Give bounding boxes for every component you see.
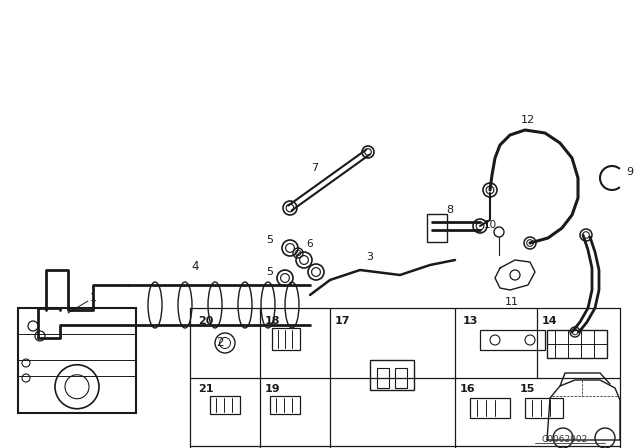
Text: 4: 4 [191, 260, 199, 273]
Bar [395, 368, 407, 388]
Bar [427, 214, 447, 242]
Text: 20: 20 [198, 316, 213, 326]
Text: 21: 21 [198, 384, 214, 394]
Text: 12: 12 [521, 115, 535, 125]
Bar [370, 360, 414, 390]
Text: 15: 15 [520, 384, 536, 394]
Text: 18: 18 [265, 316, 280, 326]
Text: 13: 13 [463, 316, 478, 326]
Text: 1: 1 [90, 293, 97, 303]
Bar [480, 330, 545, 350]
Bar [525, 398, 563, 418]
Bar [270, 396, 300, 414]
Text: 10: 10 [483, 220, 497, 230]
Text: 19: 19 [265, 384, 280, 394]
Text: 9: 9 [627, 167, 634, 177]
Text: C0062902: C0062902 [542, 435, 588, 444]
Bar [272, 328, 300, 350]
Text: 8: 8 [447, 205, 454, 215]
Bar [210, 396, 240, 414]
Text: 2: 2 [216, 336, 224, 349]
Bar [547, 330, 607, 358]
Text: 6: 6 [307, 239, 314, 249]
Text: 5: 5 [266, 267, 273, 277]
Bar [18, 308, 136, 413]
Text: 7: 7 [312, 163, 319, 173]
Text: 17: 17 [335, 316, 351, 326]
Bar [377, 368, 389, 388]
Text: 5: 5 [266, 235, 273, 245]
Bar [470, 398, 510, 418]
Text: 16: 16 [460, 384, 476, 394]
Text: 14: 14 [542, 316, 557, 326]
Text: 11: 11 [505, 297, 519, 307]
Text: 3: 3 [367, 252, 374, 262]
